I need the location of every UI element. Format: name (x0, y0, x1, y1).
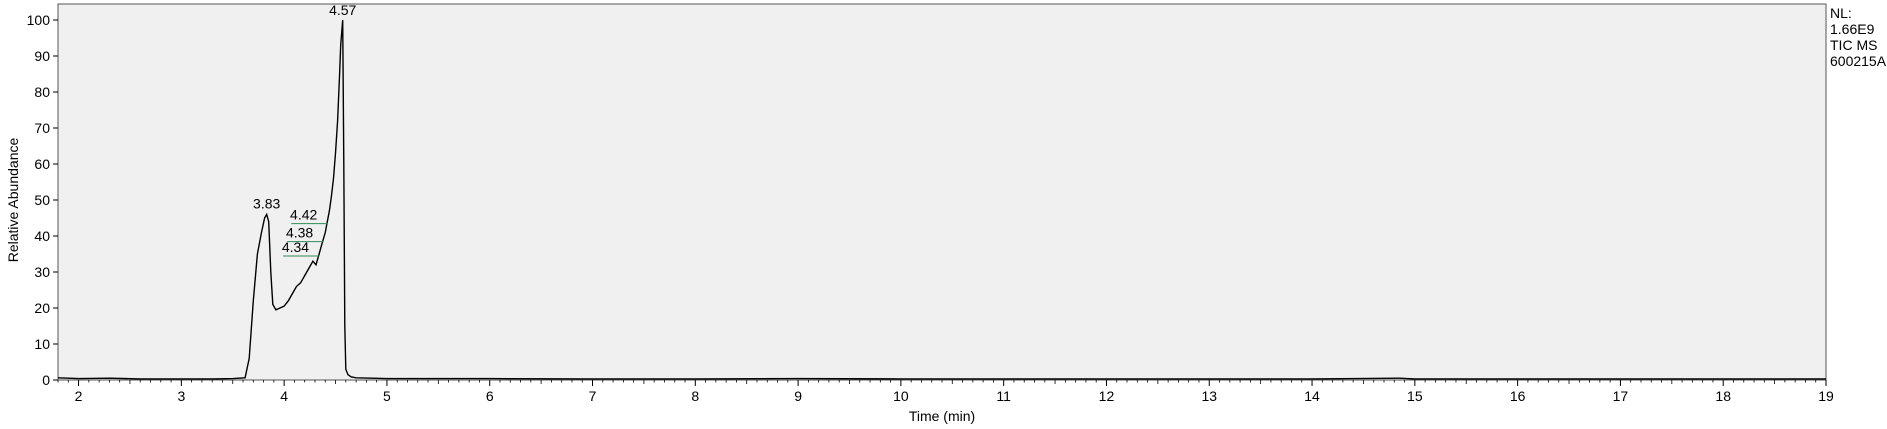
y-tick-label: 50 (34, 192, 50, 208)
x-tick-label: 11 (996, 388, 1011, 404)
x-tick-label: 3 (177, 388, 185, 404)
y-tick-label: 70 (34, 120, 50, 136)
normalization-level-label: NL: (1830, 5, 1852, 21)
y-tick-label: 0 (42, 372, 50, 388)
x-tick-label: 19 (1818, 388, 1834, 404)
x-tick-label: 9 (794, 388, 802, 404)
x-tick-label: 18 (1715, 388, 1731, 404)
y-axis-title: Relative Abundance (5, 138, 21, 263)
y-tick-label: 80 (34, 84, 50, 100)
x-tick-label: 17 (1613, 388, 1629, 404)
x-tick-label: 4 (280, 388, 288, 404)
peak-label: 4.57 (329, 2, 356, 18)
x-tick-label: 8 (691, 388, 699, 404)
y-tick-label: 100 (27, 12, 51, 28)
sample-id-label: 600215A (1830, 53, 1887, 69)
peak-label: 4.34 (282, 239, 309, 255)
scan-type-label: TIC MS (1830, 37, 1878, 53)
x-axis: 2 3 4 5 6 7 8 9 10 11 12 13 14 15 16 17 18 19 (75, 380, 1834, 404)
x-tick-label: 12 (1099, 388, 1115, 404)
normalization-level-value: 1.66E9 (1830, 21, 1875, 37)
x-tick-label: 15 (1407, 388, 1423, 404)
peak-label: 3.83 (253, 195, 280, 211)
x-tick-label: 7 (589, 388, 597, 404)
x-tick-label: 2 (75, 388, 83, 404)
y-tick-label: 40 (34, 228, 50, 244)
x-tick-label: 16 (1510, 388, 1526, 404)
plot-area (57, 3, 1827, 381)
peak-labels: 3.83 4.344.38 4.42 4.57 (253, 2, 357, 257)
x-tick-label: 6 (486, 388, 494, 404)
y-tick-label: 60 (34, 156, 50, 172)
y-tick-label: 10 (34, 336, 50, 352)
x-tick-label: 10 (893, 388, 909, 404)
x-axis-title: Time (min) (909, 408, 975, 424)
x-axis-minor-ticks (57, 380, 1817, 384)
y-tick-label: 30 (34, 264, 50, 280)
y-tick-label: 90 (34, 48, 50, 64)
peak-label: 4.42 (290, 207, 317, 223)
x-tick-label: 5 (383, 388, 391, 404)
y-tick-label: 20 (34, 300, 50, 316)
x-tick-label: 13 (1201, 388, 1217, 404)
peak-label: 4.38 (286, 225, 313, 241)
tic-trace (57, 19, 1826, 380)
x-tick-label: 14 (1304, 388, 1320, 404)
y-axis: 0 10 20 30 40 50 60 70 80 90 100 (27, 12, 58, 388)
